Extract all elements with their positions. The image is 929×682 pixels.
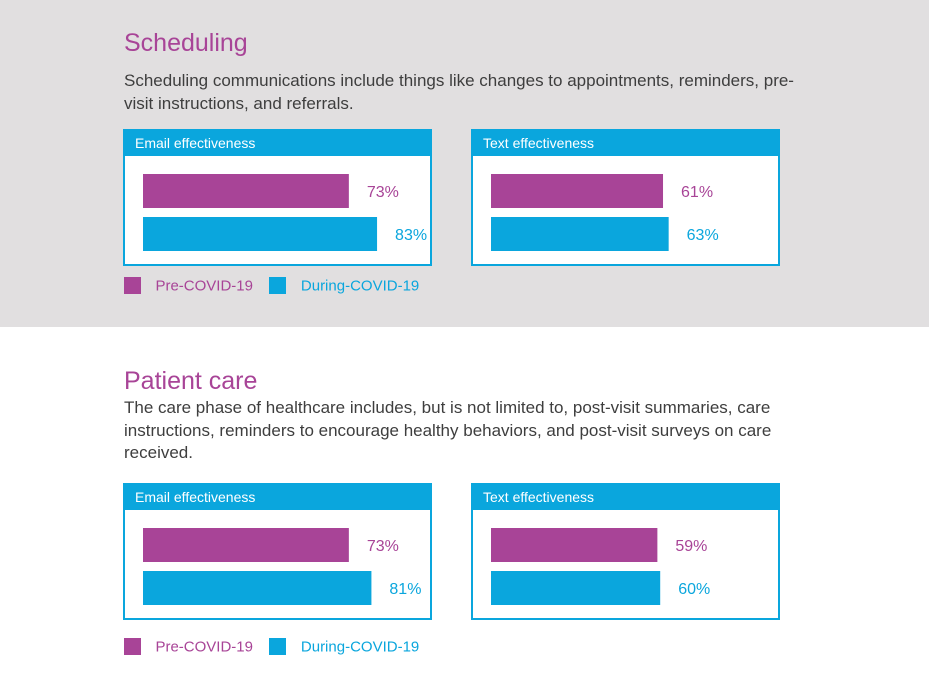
chart-card: Email effectiveness 73% 81%	[123, 483, 432, 620]
chart-title: Text effectiveness	[473, 485, 778, 510]
bar	[491, 528, 658, 562]
legend-item-pre: Pre-COVID-19	[124, 277, 253, 295]
bar-chart: 73% 83%	[143, 174, 427, 251]
legend-label: During-COVID-19	[300, 277, 420, 295]
section-scheduling: Scheduling Scheduling communications inc…	[0, 0, 929, 327]
bar-chart: 73% 81%	[143, 528, 421, 605]
data-label: 73%	[367, 538, 399, 555]
legend-item-pre: Pre-COVID-19	[124, 638, 253, 656]
legend-swatch	[269, 277, 287, 295]
chart-title: Email effectiveness	[125, 131, 430, 156]
data-label: 59%	[675, 538, 707, 555]
bar-chart: 61% 63%	[491, 174, 719, 251]
section-title: Patient care	[124, 367, 258, 395]
legend-label: During-COVID-19	[300, 638, 420, 656]
legend-item-during: During-COVID-19	[269, 638, 419, 656]
bar	[491, 571, 661, 605]
bar	[491, 174, 664, 208]
section-title: Scheduling	[124, 29, 248, 57]
chart-card: Text effectiveness 59% 60%	[471, 483, 780, 620]
chart-legend: Pre-COVID-19 During-COVID-19	[124, 638, 431, 658]
bar	[143, 571, 372, 605]
legend-item-during: During-COVID-19	[269, 277, 419, 295]
section-description: Scheduling communications include things…	[124, 71, 794, 113]
bar	[143, 528, 349, 562]
bar	[491, 217, 669, 251]
legend-label: Pre-COVID-19	[155, 277, 253, 295]
chart-legend: Pre-COVID-19 During-COVID-19	[124, 277, 431, 297]
data-label: 73%	[367, 184, 399, 201]
legend-swatch	[124, 638, 141, 656]
data-label: 60%	[678, 581, 710, 598]
data-label: 83%	[395, 227, 427, 244]
legend-swatch	[269, 638, 287, 656]
section-description: The care phase of healthcare includes, b…	[124, 398, 772, 462]
data-label: 63%	[687, 227, 719, 244]
bar-chart: 59% 60%	[491, 528, 710, 605]
chart-title: Text effectiveness	[473, 131, 778, 156]
chart-card: Text effectiveness 61% 63%	[471, 129, 780, 266]
data-label: 61%	[681, 184, 713, 201]
legend-label: Pre-COVID-19	[155, 638, 253, 656]
legend-swatch	[124, 277, 141, 295]
chart-card: Email effectiveness 73% 83%	[123, 129, 432, 266]
section-patient-care: Patient care The care phase of healthcar…	[0, 327, 929, 682]
bar	[143, 174, 349, 208]
data-label: 81%	[389, 581, 421, 598]
chart-title: Email effectiveness	[125, 485, 430, 510]
bar	[143, 217, 378, 251]
